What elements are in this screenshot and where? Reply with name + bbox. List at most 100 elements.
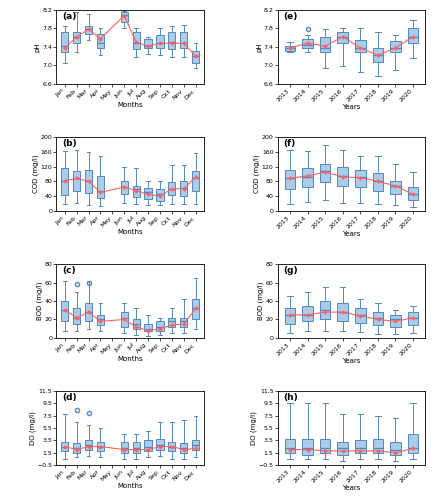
PathPatch shape [156, 322, 164, 330]
PathPatch shape [408, 312, 418, 325]
Y-axis label: COD (mg/l): COD (mg/l) [33, 154, 39, 194]
Text: (c): (c) [62, 266, 76, 276]
PathPatch shape [390, 42, 401, 52]
Text: (e): (e) [284, 12, 298, 21]
PathPatch shape [145, 440, 151, 451]
PathPatch shape [85, 26, 92, 34]
PathPatch shape [373, 438, 383, 452]
Text: (f): (f) [284, 140, 296, 148]
PathPatch shape [180, 32, 187, 48]
PathPatch shape [73, 308, 80, 324]
Y-axis label: DO (mg/l): DO (mg/l) [30, 411, 36, 445]
PathPatch shape [168, 182, 175, 196]
PathPatch shape [156, 188, 164, 200]
PathPatch shape [338, 32, 348, 43]
Y-axis label: DO (mg/l): DO (mg/l) [251, 411, 257, 445]
PathPatch shape [338, 303, 348, 322]
PathPatch shape [180, 444, 187, 452]
PathPatch shape [61, 301, 68, 322]
PathPatch shape [97, 442, 104, 451]
Text: (d): (d) [62, 394, 77, 402]
Y-axis label: pH: pH [35, 42, 41, 51]
PathPatch shape [390, 315, 401, 327]
PathPatch shape [355, 308, 365, 323]
PathPatch shape [61, 442, 68, 451]
PathPatch shape [85, 440, 92, 450]
PathPatch shape [132, 32, 140, 49]
PathPatch shape [132, 320, 140, 328]
PathPatch shape [285, 46, 295, 50]
PathPatch shape [61, 32, 68, 52]
PathPatch shape [338, 168, 348, 186]
PathPatch shape [156, 438, 164, 450]
PathPatch shape [302, 38, 313, 48]
PathPatch shape [121, 182, 128, 194]
PathPatch shape [355, 40, 365, 52]
PathPatch shape [156, 36, 164, 48]
PathPatch shape [168, 318, 175, 327]
PathPatch shape [320, 37, 330, 52]
PathPatch shape [85, 170, 92, 193]
PathPatch shape [180, 318, 187, 327]
PathPatch shape [97, 34, 104, 48]
PathPatch shape [85, 303, 92, 322]
X-axis label: Years: Years [342, 485, 361, 491]
X-axis label: Months: Months [117, 102, 143, 108]
PathPatch shape [373, 173, 383, 190]
PathPatch shape [408, 187, 418, 200]
PathPatch shape [73, 171, 80, 190]
PathPatch shape [373, 312, 383, 325]
PathPatch shape [390, 180, 401, 194]
Text: (h): (h) [284, 394, 299, 402]
PathPatch shape [180, 180, 187, 196]
PathPatch shape [302, 306, 313, 322]
Y-axis label: COD (mg/l): COD (mg/l) [254, 154, 260, 194]
PathPatch shape [168, 442, 175, 451]
X-axis label: Years: Years [342, 358, 361, 364]
PathPatch shape [355, 170, 365, 187]
PathPatch shape [285, 438, 295, 452]
Text: (g): (g) [284, 266, 298, 276]
PathPatch shape [192, 299, 199, 320]
Y-axis label: BOD (mg/l): BOD (mg/l) [258, 282, 264, 321]
PathPatch shape [145, 324, 151, 332]
PathPatch shape [121, 12, 128, 22]
PathPatch shape [192, 171, 199, 190]
PathPatch shape [192, 50, 199, 63]
PathPatch shape [390, 442, 401, 454]
X-axis label: Years: Years [342, 231, 361, 237]
PathPatch shape [320, 438, 330, 452]
PathPatch shape [373, 48, 383, 62]
PathPatch shape [192, 440, 199, 450]
X-axis label: Months: Months [117, 356, 143, 362]
PathPatch shape [320, 164, 330, 182]
X-axis label: Months: Months [117, 229, 143, 235]
PathPatch shape [73, 32, 80, 43]
PathPatch shape [320, 301, 330, 320]
PathPatch shape [121, 442, 128, 452]
PathPatch shape [145, 38, 151, 48]
PathPatch shape [285, 308, 295, 324]
PathPatch shape [408, 434, 418, 452]
PathPatch shape [61, 168, 68, 196]
PathPatch shape [73, 444, 80, 452]
X-axis label: Months: Months [117, 484, 143, 490]
Text: (a): (a) [62, 12, 77, 21]
PathPatch shape [132, 186, 140, 197]
PathPatch shape [97, 315, 104, 325]
PathPatch shape [302, 438, 313, 454]
PathPatch shape [285, 170, 295, 188]
Y-axis label: BOD (mg/l): BOD (mg/l) [36, 282, 43, 321]
PathPatch shape [338, 442, 348, 454]
PathPatch shape [302, 168, 313, 187]
X-axis label: Years: Years [342, 104, 361, 110]
Y-axis label: pH: pH [256, 42, 262, 51]
PathPatch shape [408, 28, 418, 43]
PathPatch shape [97, 176, 104, 198]
PathPatch shape [168, 32, 175, 49]
PathPatch shape [121, 312, 128, 327]
PathPatch shape [145, 188, 151, 199]
Text: (b): (b) [62, 140, 77, 148]
PathPatch shape [132, 442, 140, 452]
PathPatch shape [355, 440, 365, 452]
